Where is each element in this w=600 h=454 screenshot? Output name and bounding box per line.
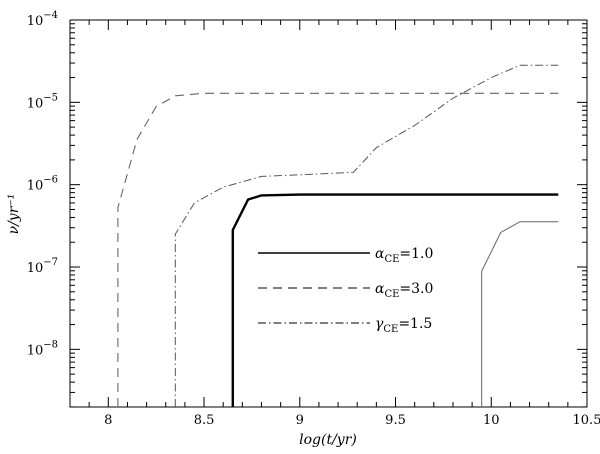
x-tick-label: 10 [483,413,500,428]
series-line-3 [174,64,559,407]
legend-value: =3.0 [399,281,433,297]
y-tick-mantissa: 10 [27,343,44,358]
y-tick-label: 10−4 [27,10,58,29]
series-line-4 [481,221,559,407]
y-tick-label: 10−8 [27,339,58,358]
y-tick-mantissa: 10 [27,261,44,276]
x-tick-label: 10.5 [573,413,600,428]
series-layer [117,64,559,407]
legend-subscript: CE [383,324,398,335]
x-axis-label: log(t/yr) [299,432,357,448]
x-tick-label: 9.5 [385,413,406,428]
y-tick-exponent: −6 [43,175,58,186]
y-tick-label: 10−6 [27,175,58,194]
legend-label-1: αCE=1.0 [375,246,433,265]
series-line-1 [231,193,559,407]
legend-label-2: αCE=3.0 [375,281,433,300]
x-tick-label: 9 [296,413,304,428]
plot-frame [69,19,588,408]
y-tick-mantissa: 10 [27,96,44,111]
ticks-layer: 8 8.5 9 9.5 10 10.510−410−510−610−710−8 [27,10,600,428]
legend-value: =1.5 [398,316,432,332]
y-tick-exponent: −7 [43,257,58,268]
series-line-2 [117,92,559,407]
legend-symbol: α [375,246,385,262]
y-tick-label: 10−5 [27,92,58,111]
y-tick-exponent: −5 [43,92,58,103]
legend-value: =1.0 [399,246,433,262]
y-tick-exponent: −8 [43,339,58,350]
y-axis-label: ν/yr⁻¹ [6,194,22,235]
legend-symbol: α [375,281,385,297]
x-tick-label: 8.5 [194,413,215,428]
x-tick-label: 8 [104,413,112,428]
y-tick-mantissa: 10 [27,14,44,29]
legend-symbol: γ [375,316,384,332]
y-tick-exponent: −4 [43,10,58,21]
y-tick-mantissa: 10 [27,179,44,194]
legend-subscript: CE [384,254,399,265]
legend-subscript: CE [384,289,399,300]
legend-label-3: γCE=1.5 [375,316,432,335]
y-tick-label: 10−7 [27,257,58,276]
